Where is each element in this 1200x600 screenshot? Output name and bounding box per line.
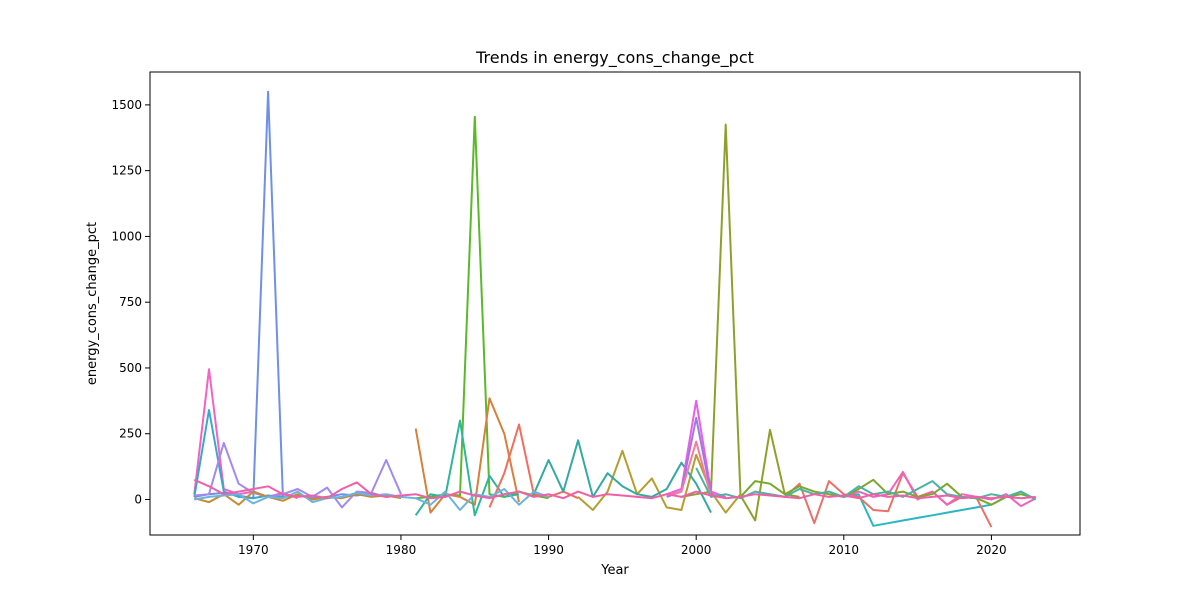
series-line-19: [194, 490, 402, 506]
y-tick-label: 1500: [111, 98, 142, 112]
y-tick-label: 0: [134, 492, 142, 506]
series-line-4: [193, 409, 283, 500]
series-line-21: [193, 478, 1036, 500]
y-tick-label: 750: [119, 295, 142, 309]
x-tick-label: 2010: [829, 543, 860, 557]
series-line-13: [666, 440, 712, 498]
series-line-11: [666, 399, 727, 498]
series-line-10: [532, 439, 712, 514]
x-tick-label: 1970: [238, 543, 269, 557]
series-line-7: [414, 419, 520, 517]
x-tick-label: 1980: [386, 543, 417, 557]
plot-frame: [149, 71, 1081, 536]
x-tick-label: 2000: [681, 543, 712, 557]
series-line-17: [739, 478, 1036, 506]
y-tick-label: 500: [119, 361, 142, 375]
y-axis-label: energy_cons_change_pct: [85, 222, 100, 385]
series-layer: [193, 90, 1037, 528]
y-tick-label: 1250: [111, 164, 142, 178]
chart-title: Trends in energy_cons_change_pct: [475, 48, 754, 68]
y-tick-label: 250: [119, 427, 142, 441]
y-axis-ticks: 0 250 500 750 1000 1250 1500: [111, 98, 150, 506]
x-tick-label: 2020: [976, 543, 1007, 557]
x-axis-ticks: 1970 1980 1990 2000 2010 2020: [238, 535, 1007, 557]
x-tick-label: 1990: [533, 543, 564, 557]
series-line-20: [194, 488, 549, 511]
x-axis-label: Year: [600, 563, 629, 578]
series-line-1: [415, 115, 549, 500]
y-tick-label: 1000: [111, 229, 142, 243]
series-line-0: [194, 90, 402, 500]
series-line-5: [194, 441, 402, 509]
series-line-15: [769, 472, 993, 528]
